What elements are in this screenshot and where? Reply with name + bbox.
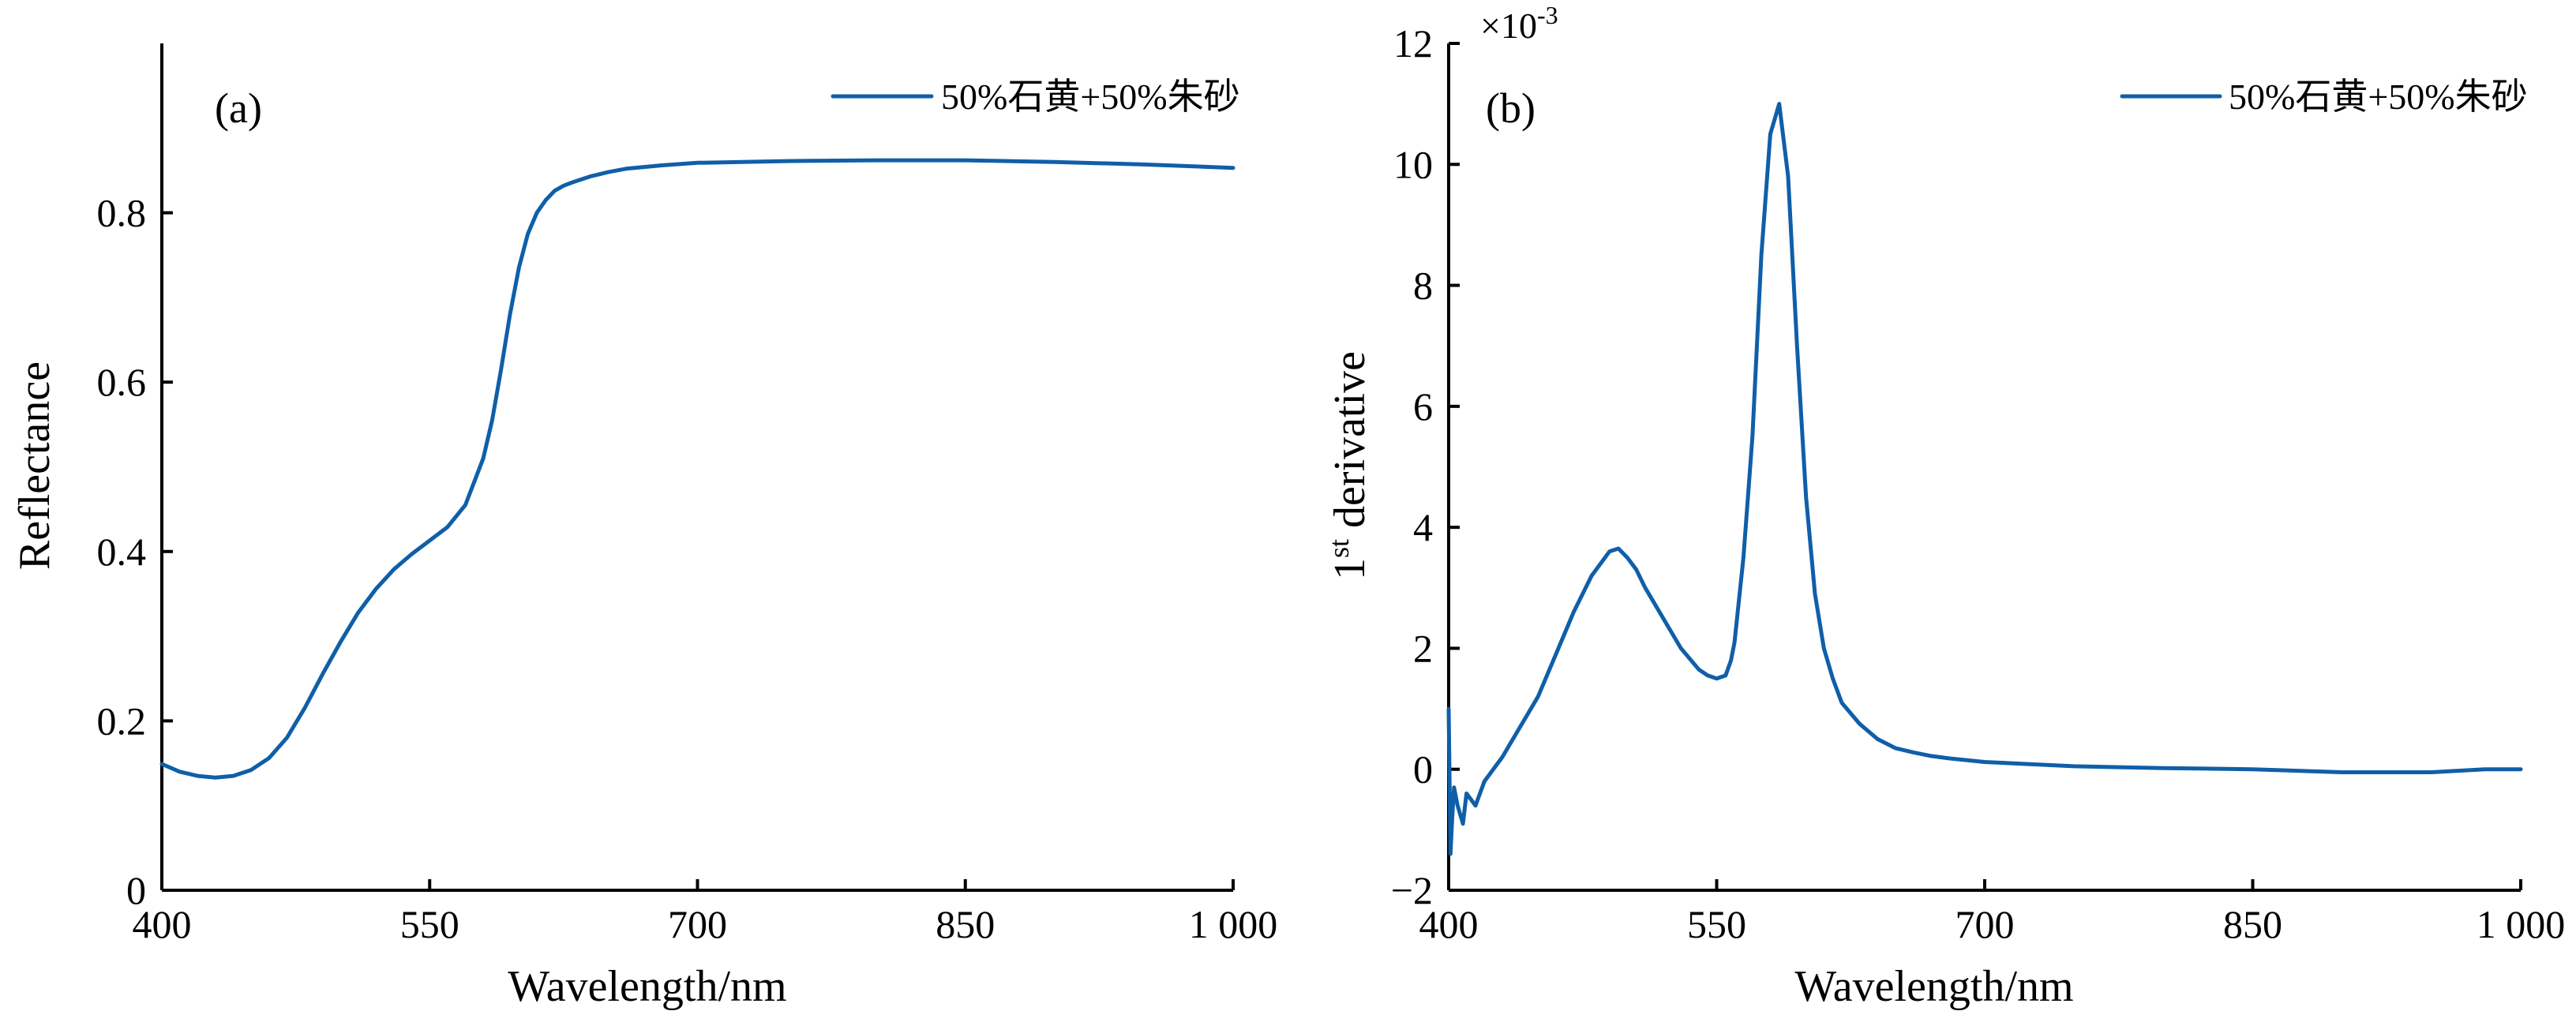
panel-b-x-tick-label: 550	[1687, 902, 1746, 946]
panel-b-legend-label: 50%石黄+50%朱砂	[2229, 77, 2528, 117]
panel-b-scale-note: ×10-3	[1480, 1, 1558, 46]
panel-b-x-tick-label: 850	[2223, 902, 2282, 946]
panel-a-y-tick-label: 0	[126, 868, 146, 912]
panel-b-x-tick-label: 400	[1419, 902, 1479, 946]
panel-a-y-tick-label: 0.8	[97, 191, 147, 235]
panel-a-series-line	[159, 158, 1236, 780]
panel-a-x-axis-title: Wavelength/nm	[508, 962, 786, 1011]
panel-a: (a) 50%石黄+50%朱砂 Wavelength/nm Reflectanc…	[10, 43, 1277, 1011]
panel-b-legend: 50%石黄+50%朱砂	[2120, 77, 2528, 117]
panel-a-y-tick-label: 0.2	[97, 698, 147, 743]
panel-b-label: (b)	[1486, 84, 1535, 132]
panel-a-x-tick-label: 850	[936, 902, 995, 946]
panel-b-scale-exponent: -3	[1537, 1, 1558, 29]
panel-b-y-axis-title: 1st derivative	[1323, 351, 1374, 580]
panel-a-x-tick-label: 550	[400, 902, 459, 946]
panel-a-y-axis-title: Reflectance	[10, 361, 59, 570]
panel-b: (b) ×10-3 50%石黄+50%朱砂 Wavelength/nm 1st …	[1323, 1, 2565, 1011]
panel-a-legend-label: 50%石黄+50%朱砂	[941, 77, 1240, 117]
panel-a-label: (a)	[215, 84, 262, 132]
panel-b-y-tick-label: 6	[1413, 384, 1433, 429]
panel-b-y-tick-label: 2	[1413, 626, 1433, 670]
panel-b-y-tick-label: 10	[1393, 142, 1433, 186]
panel-b-y-tick-label: 4	[1413, 505, 1433, 549]
panel-a-x-tick-label: 700	[668, 902, 727, 946]
panel-a-y-tick-label: 0.6	[97, 360, 147, 404]
panel-b-x-tick-label: 1 000	[2477, 902, 2566, 946]
panel-a-y-tick-label: 0.4	[97, 530, 147, 574]
panel-b-y-tick-label: 12	[1393, 21, 1433, 66]
panel-b-y-tick-label: 8	[1413, 264, 1433, 308]
panel-a-x-tick-label: 400	[133, 902, 192, 946]
panel-a-legend: 50%石黄+50%朱砂	[831, 77, 1240, 117]
panel-b-y-tick-label: 0	[1413, 747, 1433, 792]
panel-b-x-axis-title: Wavelength/nm	[1794, 962, 2073, 1011]
panel-a-x-tick-label: 1 000	[1189, 902, 1278, 946]
panel-b-y-tick-label: −2	[1391, 868, 1433, 912]
panel-b-series-line	[1446, 102, 2523, 856]
panel-b-y-axis-sup: st	[1323, 539, 1355, 558]
panel-b-x-tick-label: 700	[1955, 902, 2015, 946]
